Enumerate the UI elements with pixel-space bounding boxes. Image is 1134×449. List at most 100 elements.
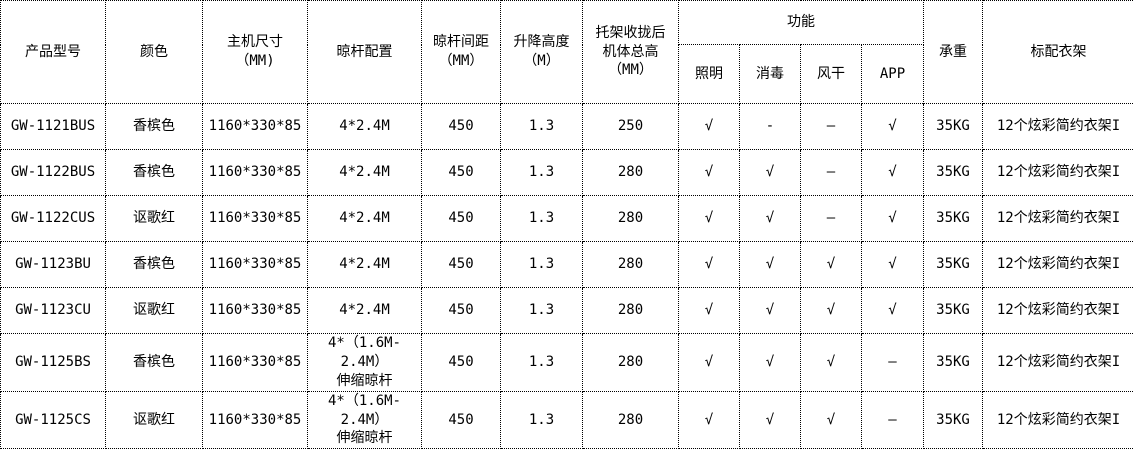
cell-load: 35KG — [924, 334, 983, 392]
cell-product-model: GW-1123BU — [1, 242, 106, 288]
cell-host-size: 1160*330*85 — [203, 288, 308, 334]
header-load: 承重 — [924, 1, 983, 104]
cell-disinfect: √ — [740, 150, 801, 196]
cell-disinfect: - — [740, 104, 801, 150]
cell-hangers: 12个炫彩简约衣架I — [983, 196, 1134, 242]
cell-folded-height: 280 — [583, 242, 679, 288]
table-header: 产品型号 颜色 主机尺寸 （MM) 晾杆配置 晾杆间距 （MM） 升降高度 （M… — [1, 1, 1134, 104]
table-row: GW-1123BU 香槟色 1160*330*85 4*2.4M 450 1.3… — [1, 242, 1134, 288]
cell-rod-config: 4*（1.6M-2.4M） 伸缩晾杆 — [308, 391, 422, 449]
cell-rod-config: 4*2.4M — [308, 242, 422, 288]
cell-folded-height: 280 — [583, 391, 679, 449]
cell-lift-height: 1.3 — [501, 104, 583, 150]
cell-rod-config: 4*2.4M — [308, 104, 422, 150]
cell-color: 香槟色 — [106, 242, 203, 288]
table-row: GW-1122BUS 香槟色 1160*330*85 4*2.4M 450 1.… — [1, 150, 1134, 196]
cell-lighting: √ — [679, 196, 740, 242]
cell-rod-spacing: 450 — [422, 196, 501, 242]
header-lighting: 照明 — [679, 45, 740, 104]
table-row: GW-1125BS 香槟色 1160*330*85 4*（1.6M-2.4M） … — [1, 334, 1134, 392]
cell-lift-height: 1.3 — [501, 150, 583, 196]
cell-air-dry: √ — [801, 334, 862, 392]
cell-hangers: 12个炫彩简约衣架I — [983, 242, 1134, 288]
cell-lighting: √ — [679, 288, 740, 334]
cell-load: 35KG — [924, 242, 983, 288]
cell-air-dry: – — [801, 150, 862, 196]
cell-color: 讴歌红 — [106, 196, 203, 242]
cell-load: 35KG — [924, 104, 983, 150]
cell-lift-height: 1.3 — [501, 334, 583, 392]
cell-lighting: √ — [679, 150, 740, 196]
header-air-dry: 风干 — [801, 45, 862, 104]
header-rod-config: 晾杆配置 — [308, 1, 422, 104]
cell-rod-spacing: 450 — [422, 288, 501, 334]
cell-color: 讴歌红 — [106, 288, 203, 334]
header-app: APP — [862, 45, 924, 104]
header-color: 颜色 — [106, 1, 203, 104]
cell-lift-height: 1.3 — [501, 242, 583, 288]
table-row: GW-1123CU 讴歌红 1160*330*85 4*2.4M 450 1.3… — [1, 288, 1134, 334]
cell-color: 讴歌红 — [106, 391, 203, 449]
cell-rod-spacing: 450 — [422, 334, 501, 392]
cell-color: 香槟色 — [106, 334, 203, 392]
cell-disinfect: √ — [740, 196, 801, 242]
cell-folded-height: 250 — [583, 104, 679, 150]
cell-product-model: GW-1121BUS — [1, 104, 106, 150]
cell-product-model: GW-1122CUS — [1, 196, 106, 242]
cell-rod-config: 4*2.4M — [308, 150, 422, 196]
cell-app: √ — [862, 242, 924, 288]
header-lift-height: 升降高度 （M） — [501, 1, 583, 104]
table-body: GW-1121BUS 香槟色 1160*330*85 4*2.4M 450 1.… — [1, 104, 1134, 449]
cell-app: √ — [862, 150, 924, 196]
cell-product-model: GW-1123CU — [1, 288, 106, 334]
cell-load: 35KG — [924, 391, 983, 449]
cell-hangers: 12个炫彩简约衣架I — [983, 104, 1134, 150]
cell-air-dry: √ — [801, 242, 862, 288]
cell-product-model: GW-1125BS — [1, 334, 106, 392]
header-rod-spacing: 晾杆间距 （MM） — [422, 1, 501, 104]
cell-lift-height: 1.3 — [501, 391, 583, 449]
header-row-top: 产品型号 颜色 主机尺寸 （MM) 晾杆配置 晾杆间距 （MM） 升降高度 （M… — [1, 1, 1134, 45]
header-folded-height: 托架收拢后 机体总高 （MM） — [583, 1, 679, 104]
table-row: GW-1122CUS 讴歌红 1160*330*85 4*2.4M 450 1.… — [1, 196, 1134, 242]
cell-host-size: 1160*330*85 — [203, 150, 308, 196]
cell-app: – — [862, 391, 924, 449]
cell-folded-height: 280 — [583, 150, 679, 196]
cell-hangers: 12个炫彩简约衣架I — [983, 391, 1134, 449]
cell-host-size: 1160*330*85 — [203, 196, 308, 242]
cell-lighting: √ — [679, 242, 740, 288]
cell-app: √ — [862, 288, 924, 334]
cell-hangers: 12个炫彩简约衣架I — [983, 334, 1134, 392]
cell-host-size: 1160*330*85 — [203, 104, 308, 150]
cell-rod-spacing: 450 — [422, 242, 501, 288]
cell-host-size: 1160*330*85 — [203, 391, 308, 449]
cell-air-dry: – — [801, 104, 862, 150]
cell-rod-spacing: 450 — [422, 104, 501, 150]
cell-app: √ — [862, 196, 924, 242]
cell-rod-spacing: 450 — [422, 150, 501, 196]
cell-disinfect: √ — [740, 288, 801, 334]
cell-disinfect: √ — [740, 242, 801, 288]
cell-lighting: √ — [679, 334, 740, 392]
cell-hangers: 12个炫彩简约衣架I — [983, 288, 1134, 334]
cell-disinfect: √ — [740, 334, 801, 392]
cell-product-model: GW-1125CS — [1, 391, 106, 449]
cell-lift-height: 1.3 — [501, 288, 583, 334]
header-hangers: 标配衣架 — [983, 1, 1134, 104]
cell-color: 香槟色 — [106, 150, 203, 196]
table-row: GW-1125CS 讴歌红 1160*330*85 4*（1.6M-2.4M） … — [1, 391, 1134, 449]
cell-load: 35KG — [924, 196, 983, 242]
header-disinfect: 消毒 — [740, 45, 801, 104]
cell-disinfect: √ — [740, 391, 801, 449]
cell-lift-height: 1.3 — [501, 196, 583, 242]
header-host-size: 主机尺寸 （MM) — [203, 1, 308, 104]
cell-rod-spacing: 450 — [422, 391, 501, 449]
cell-app: – — [862, 334, 924, 392]
cell-air-dry: – — [801, 196, 862, 242]
cell-folded-height: 280 — [583, 334, 679, 392]
cell-rod-config: 4*2.4M — [308, 196, 422, 242]
cell-air-dry: √ — [801, 288, 862, 334]
cell-host-size: 1160*330*85 — [203, 334, 308, 392]
cell-lighting: √ — [679, 104, 740, 150]
